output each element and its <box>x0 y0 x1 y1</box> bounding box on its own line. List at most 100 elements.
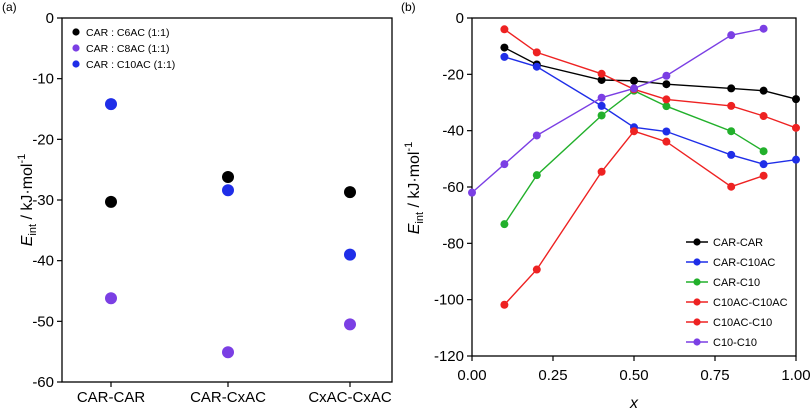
panel-a-points <box>105 98 356 359</box>
b-legend-marker-car-c10ac <box>693 258 701 266</box>
b-point-c10ac-c10ac <box>792 123 800 132</box>
b-line-car-c10ac <box>504 56 797 165</box>
a-y-tick-label: -60 <box>32 374 54 391</box>
b-legend-label: CAR-CAR <box>713 237 763 249</box>
panel-b-ticks: 0 -20 -40 -60 -80 -100 -120 0.00 0.25 0.50 0.75 1.0… <box>434 10 811 384</box>
b-point-car-c10ac <box>597 101 606 110</box>
b-point-c10ac-c10 <box>597 167 606 176</box>
b-point-c10-c10 <box>532 131 541 140</box>
b-point-car-c10 <box>662 102 671 111</box>
a-point-car-c8ac-1-1 <box>222 346 234 359</box>
b-point-c10ac-c10ac <box>662 95 671 104</box>
a-y-tick-label: -20 <box>32 131 54 148</box>
b-point-car-c10 <box>727 127 736 136</box>
panel-b: (b) 0 -20 -40 -60 -80 -100 -120 0.00 0.25 0.50 0.7… <box>401 0 811 412</box>
b-legend-label: CAR-C10 <box>713 277 760 289</box>
panel-a-letter: (a) <box>2 0 17 14</box>
a-legend-label: CAR : C6AC (1:1) <box>86 27 169 39</box>
b-y-tick-label: -80 <box>442 235 464 252</box>
b-legend-label: CAR-C10AC <box>713 257 775 269</box>
a-point-car-c10ac-1-1 <box>105 98 117 111</box>
b-point-c10-c10 <box>727 31 736 40</box>
b-point-c10-c10 <box>500 160 509 169</box>
b-point-c10ac-c10ac <box>597 69 606 78</box>
b-point-car-car <box>500 43 509 52</box>
b-point-c10ac-c10 <box>662 137 671 146</box>
b-point-car-car <box>792 95 800 104</box>
b-legend-marker-c10-c10 <box>693 338 701 346</box>
b-point-c10ac-c10ac <box>727 101 736 110</box>
a-legend-marker-car-c8ac-1-1 <box>72 44 80 52</box>
b-point-car-c10ac <box>662 127 671 136</box>
b-y-tick-label: -100 <box>434 292 464 309</box>
a-category-label: CxAC-CxAC <box>308 389 392 406</box>
b-x-tick-label: 0.25 <box>538 367 567 384</box>
a-point-car-c10ac-1-1 <box>222 184 234 197</box>
b-point-c10-c10 <box>759 24 768 33</box>
a-y-tick-label: -10 <box>32 71 54 88</box>
b-point-car-car <box>759 86 768 95</box>
b-point-car-car <box>597 75 606 84</box>
b-point-car-c10ac <box>792 155 800 164</box>
b-point-c10-c10 <box>468 188 476 197</box>
b-point-car-c10 <box>500 220 509 229</box>
a-point-car-c6ac-1-1 <box>222 170 234 183</box>
a-y-tick-label: -30 <box>32 192 54 209</box>
panel-a: (a) 0 -10 -20 -30 -40 -50 -60 CAR : C6AC (1:1)… <box>2 0 393 406</box>
a-y-tick-label: 0 <box>46 10 54 27</box>
b-line-c10-c10 <box>471 28 764 194</box>
b-point-car-car <box>727 84 736 93</box>
b-point-c10-c10 <box>662 71 671 80</box>
b-point-c10ac-c10ac <box>759 112 768 121</box>
panel-b-series <box>468 24 800 309</box>
b-x-tick-label: 0.75 <box>700 367 729 384</box>
panel-b-letter: (b) <box>401 0 416 14</box>
b-point-c10-c10 <box>630 84 638 93</box>
b-y-tick-label: -60 <box>442 179 464 196</box>
b-x-tick-label: 0.00 <box>457 367 486 384</box>
a-point-car-c6ac-1-1 <box>105 195 117 208</box>
b-x-tick-label: 0.50 <box>619 367 648 384</box>
b-y-tick-label: -20 <box>442 66 464 83</box>
a-legend-marker-car-c10ac-1-1 <box>72 60 80 68</box>
b-point-car-c10 <box>532 171 541 180</box>
a-point-car-c8ac-1-1 <box>344 318 356 331</box>
b-point-car-car <box>662 80 671 89</box>
b-y-tick-label: -40 <box>442 123 464 140</box>
a-point-car-c10ac-1-1 <box>344 248 356 261</box>
b-legend-marker-c10ac-c10ac <box>693 298 701 306</box>
a-legend-label: CAR : C10AC (1:1) <box>86 59 175 71</box>
b-y-tick-label: -120 <box>434 348 464 365</box>
a-point-car-c8ac-1-1 <box>105 292 117 305</box>
a-category-label: CAR-CxAC <box>190 389 266 406</box>
a-legend-marker-car-c6ac-1-1 <box>72 28 80 36</box>
b-point-car-car <box>630 76 638 85</box>
a-y-tick-label: -50 <box>32 313 54 330</box>
b-point-c10ac-c10 <box>759 171 768 180</box>
b-legend-marker-car-c10 <box>693 278 701 286</box>
a-point-car-c6ac-1-1 <box>344 186 356 199</box>
b-point-c10-c10 <box>597 93 606 102</box>
a-category-label: CAR-CAR <box>77 389 146 406</box>
b-point-car-c10ac <box>759 160 768 169</box>
b-legend-label: C10AC-C10AC <box>713 297 788 309</box>
b-x-tick-label: 1.00 <box>781 367 810 384</box>
a-legend-label: CAR : C8AC (1:1) <box>86 43 169 55</box>
b-point-c10ac-c10ac <box>500 25 509 34</box>
b-line-car-c10 <box>503 89 764 225</box>
a-y-tick-label: -40 <box>32 253 54 270</box>
panel-a-legend: CAR : C6AC (1:1) CAR : C8AC (1:1) CAR : C1… <box>72 27 175 71</box>
b-point-c10ac-c10 <box>500 300 509 309</box>
panel-a-y-axis-title: Eint / kJ·mol-1 <box>16 154 39 247</box>
b-point-car-c10ac <box>500 52 509 61</box>
panel-b-y-axis-title: Eint / kJ·mol-1 <box>403 142 426 235</box>
b-point-car-c10 <box>597 111 606 120</box>
b-point-car-c10ac <box>532 62 541 71</box>
b-point-c10ac-c10 <box>630 127 638 136</box>
b-point-car-c10 <box>759 147 768 156</box>
b-point-c10ac-c10 <box>727 182 736 191</box>
b-line-c10ac-c10ac <box>503 28 797 129</box>
panel-a-y-ticks: 0 -10 -20 -30 -40 -50 -60 <box>32 10 351 391</box>
panel-b-x-axis-title: x <box>629 395 639 412</box>
